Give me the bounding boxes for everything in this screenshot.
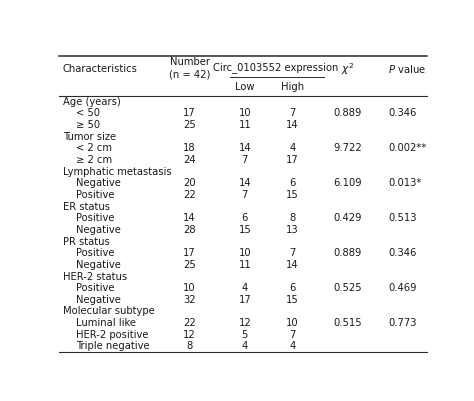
Text: 4: 4 [290,341,296,351]
Text: Positive: Positive [76,213,114,223]
Text: 20: 20 [183,178,196,188]
Text: Age (years): Age (years) [63,97,121,107]
Text: 4: 4 [290,144,296,154]
Text: 14: 14 [238,144,251,154]
Text: 14: 14 [286,120,299,130]
Text: 8: 8 [187,341,193,351]
Text: 18: 18 [183,144,196,154]
Text: Circ_0103552 expression: Circ_0103552 expression [213,62,339,73]
Text: 25: 25 [183,260,196,270]
Text: Positive: Positive [76,248,114,258]
Text: Lymphatic metastasis: Lymphatic metastasis [63,167,172,177]
Text: 0.525: 0.525 [333,283,362,293]
Text: 0.469: 0.469 [388,283,417,293]
Text: 4: 4 [242,341,248,351]
Text: < 2 cm: < 2 cm [76,144,112,154]
Text: 6: 6 [289,178,296,188]
Text: 17: 17 [183,248,196,258]
Text: 0.429: 0.429 [333,213,362,223]
Text: 0.013*: 0.013* [388,178,421,188]
Text: ER status: ER status [63,202,110,212]
Text: ≥ 2 cm: ≥ 2 cm [76,155,112,165]
Text: 11: 11 [238,120,251,130]
Text: 0.346: 0.346 [388,108,416,118]
Text: 14: 14 [238,178,251,188]
Text: 22: 22 [183,190,196,200]
Text: Molecular subtype: Molecular subtype [63,306,155,316]
Text: 17: 17 [238,295,251,305]
Text: 9.722: 9.722 [333,144,362,154]
Text: 7: 7 [289,248,296,258]
Text: 10: 10 [238,108,251,118]
Text: $\it{P}$ value: $\it{P}$ value [388,63,426,75]
Text: 0.346: 0.346 [388,248,416,258]
Text: 11: 11 [238,260,251,270]
Text: Tumor size: Tumor size [63,132,116,142]
Text: Low: Low [235,82,255,92]
Text: Negative: Negative [76,225,121,235]
Text: 0.002**: 0.002** [388,144,427,154]
Text: Characteristics: Characteristics [63,64,138,74]
Text: Positive: Positive [76,283,114,293]
Text: 7: 7 [289,108,296,118]
Text: Number
(n = 42): Number (n = 42) [169,57,210,80]
Text: Negative: Negative [76,295,121,305]
Text: 10: 10 [286,318,299,328]
Text: 14: 14 [183,213,196,223]
Text: 0.513: 0.513 [388,213,417,223]
Text: 0.889: 0.889 [333,248,362,258]
Text: $\chi^2$: $\chi^2$ [341,61,354,77]
Text: 0.515: 0.515 [333,318,362,328]
Text: 8: 8 [290,213,296,223]
Text: PR status: PR status [63,237,109,247]
Text: 17: 17 [286,155,299,165]
Text: High: High [281,82,304,92]
Text: 12: 12 [238,318,251,328]
Text: 12: 12 [183,330,196,340]
Text: Positive: Positive [76,190,114,200]
Text: 25: 25 [183,120,196,130]
Text: 4: 4 [242,283,248,293]
Text: 5: 5 [242,330,248,340]
Text: < 50: < 50 [76,108,100,118]
Text: 28: 28 [183,225,196,235]
Text: HER-2 status: HER-2 status [63,271,127,282]
Text: 15: 15 [286,190,299,200]
Text: 7: 7 [242,190,248,200]
Text: 15: 15 [238,225,251,235]
Text: 6.109: 6.109 [333,178,362,188]
Text: 15: 15 [286,295,299,305]
Text: HER-2 positive: HER-2 positive [76,330,148,340]
Text: 6: 6 [289,283,296,293]
Text: 17: 17 [183,108,196,118]
Text: 7: 7 [289,330,296,340]
Text: ≥ 50: ≥ 50 [76,120,100,130]
Text: Negative: Negative [76,260,121,270]
Text: 32: 32 [183,295,196,305]
Text: Triple negative: Triple negative [76,341,149,351]
Text: 7: 7 [242,155,248,165]
Text: 10: 10 [183,283,196,293]
Text: 14: 14 [286,260,299,270]
Text: Luminal like: Luminal like [76,318,136,328]
Text: 13: 13 [286,225,299,235]
Text: 0.773: 0.773 [388,318,417,328]
Text: 22: 22 [183,318,196,328]
Text: 24: 24 [183,155,196,165]
Text: 10: 10 [238,248,251,258]
Text: 6: 6 [242,213,248,223]
Text: Negative: Negative [76,178,121,188]
Text: 0.889: 0.889 [333,108,362,118]
